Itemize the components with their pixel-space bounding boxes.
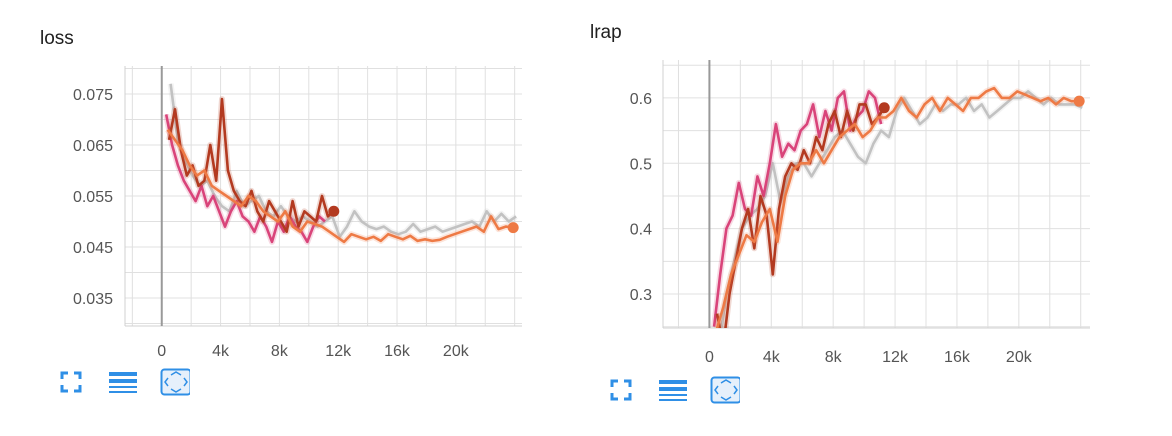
fit-to-screen-icon <box>60 371 82 393</box>
loss-chart-panel: loss 0.075 0.065 0.055 0.045 0.035 0 4k 8k 12k 16… <box>0 0 560 436</box>
y-tick-label: 0.075 <box>73 87 113 104</box>
x-tick-label: 20k <box>1006 349 1033 366</box>
x-tick-label: 8k <box>825 349 843 366</box>
loss-chart[interactable]: 0.075 0.065 0.055 0.045 0.035 0 4k 8k 12k 16k 20k <box>0 0 560 436</box>
series-end-marker <box>1073 95 1085 107</box>
toggle-log-scale-button[interactable] <box>658 376 688 404</box>
x-tick-label: 0 <box>705 349 714 366</box>
y-tick-label: 0.4 <box>630 222 652 239</box>
y-tick-label: 0.035 <box>73 291 113 308</box>
x-tick-label: 20k <box>443 343 470 360</box>
series-line <box>166 128 514 244</box>
x-tick-label: 4k <box>212 343 230 360</box>
chart-toolbar <box>56 368 190 396</box>
x-tick-label: 16k <box>384 343 411 360</box>
y-tick-label: 0.5 <box>630 156 652 173</box>
x-tick-label: 0 <box>157 343 166 360</box>
series-line <box>167 97 335 233</box>
lrap-chart-panel: lrap 0.6 0.5 0.4 0.3 0 4k 8k 12k 16k 20k <box>570 0 1172 436</box>
x-tick-label: 4k <box>763 349 781 366</box>
y-tick-label: 0.065 <box>73 138 113 155</box>
lrap-chart[interactable]: 0.6 0.5 0.4 0.3 0 4k 8k 12k 16k 20k <box>570 0 1172 436</box>
fit-domain-icon <box>710 376 740 404</box>
series-end-marker <box>507 222 519 234</box>
fit-domain-button[interactable] <box>160 368 190 396</box>
y-tick-label: 0.055 <box>73 189 113 206</box>
fit-to-screen-icon <box>610 379 632 401</box>
chart-toolbar <box>606 376 740 404</box>
chart-title: loss <box>40 28 74 49</box>
series-line <box>715 103 886 328</box>
toggle-log-icon <box>109 372 137 393</box>
fit-domain-button[interactable] <box>710 376 740 404</box>
chart-title: lrap <box>590 22 622 43</box>
x-tick-label: 12k <box>325 343 352 360</box>
fit-domain-icon <box>160 368 190 396</box>
series-end-marker <box>328 205 340 217</box>
x-tick-label: 8k <box>271 343 289 360</box>
series-line <box>715 86 1080 328</box>
x-tick-label: 12k <box>882 349 909 366</box>
series-line <box>169 83 517 239</box>
series-line <box>720 90 1083 328</box>
y-tick-label: 0.045 <box>73 240 113 257</box>
toggle-log-icon <box>659 380 687 401</box>
x-tick-label: 16k <box>944 349 971 366</box>
y-tick-label: 0.3 <box>630 287 652 304</box>
y-tick-label: 0.6 <box>630 91 652 108</box>
fit-to-screen-button[interactable] <box>56 368 86 396</box>
toggle-log-scale-button[interactable] <box>108 368 138 396</box>
series-end-marker <box>878 102 890 114</box>
fit-to-screen-button[interactable] <box>606 376 636 404</box>
